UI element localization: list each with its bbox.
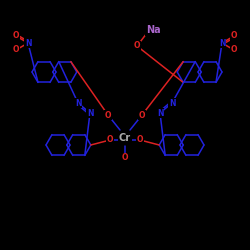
Text: O: O: [137, 136, 143, 144]
Text: O: O: [13, 46, 19, 54]
Text: Na: Na: [146, 25, 160, 35]
Text: O: O: [134, 42, 140, 50]
Text: O: O: [105, 110, 111, 120]
Text: N: N: [87, 108, 93, 118]
Text: N: N: [169, 98, 175, 108]
Text: O: O: [13, 32, 19, 40]
Text: N: N: [75, 98, 81, 108]
Text: O: O: [231, 32, 237, 40]
Text: O: O: [231, 46, 237, 54]
Text: N: N: [157, 108, 163, 118]
Text: O: O: [122, 154, 128, 162]
Text: N: N: [25, 38, 31, 48]
Text: N: N: [219, 38, 225, 48]
Text: O: O: [139, 110, 145, 120]
Text: O: O: [107, 136, 113, 144]
Text: Cr: Cr: [119, 133, 131, 143]
